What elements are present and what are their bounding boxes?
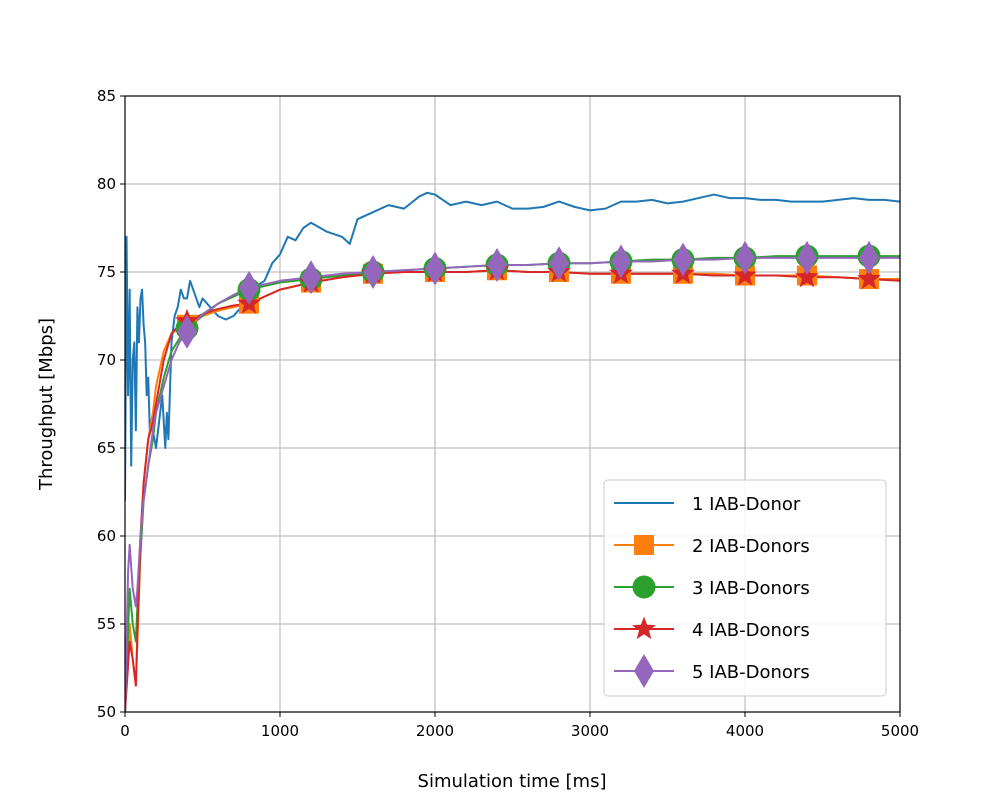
legend-box [603,479,887,697]
y-tick-label: 60 [97,527,116,545]
marker-5-iab-donors [549,246,569,281]
x-tick-label: 5000 [881,722,919,740]
legend-marker [632,575,656,599]
legend: 1 IAB-Donor 2 IAB-Donors 3 IAB-Donors 4 IAB… [603,479,887,697]
legend-marker [632,616,656,640]
legend-entry-3-iab-donors: 3 IAB-Donors [614,575,810,599]
y-axis-label: Throughput [Mbps] [36,318,57,491]
legend-entry-2-iab-donors: 2 IAB-Donors [614,535,810,557]
y-tick-label: 85 [97,87,116,105]
x-tick-label: 4000 [726,722,764,740]
marker-4-iab-donors [795,264,819,288]
marker-5-iab-donors [425,251,445,286]
marker-5-iab-donors [797,240,817,275]
marker-5-iab-donors [177,314,197,349]
marker-5-iab-donors [487,247,507,282]
marker-5-iab-donors [301,260,321,295]
legend-label: 1 IAB-Donor [692,494,801,515]
legend-label: 5 IAB-Donors [692,662,810,683]
marker-5-iab-donors [735,240,755,275]
y-tick-label: 70 [97,351,116,369]
y-tick-label: 75 [97,263,116,281]
x-tick-label: 2000 [416,722,454,740]
legend-label: 4 IAB-Donors [692,620,810,641]
x-tick-label: 1000 [261,722,299,740]
legend-entry-5-iab-donors: 5 IAB-Donors [614,654,810,688]
legend-entry-4-iab-donors: 4 IAB-Donors [614,616,810,641]
x-axis-label: Simulation time [ms] [418,771,607,792]
y-tick-label: 65 [97,439,116,457]
series-line-4-iab-donors [125,269,900,712]
legend-marker [634,535,654,555]
marker-5-iab-donors [363,255,383,289]
legend-marker [634,654,654,688]
series-markers [175,240,881,349]
legend-entry-1-iab-donor: 1 IAB-Donor [614,494,801,515]
marker-5-iab-donors [611,244,631,279]
marker-4-iab-donors [857,266,881,290]
y-tick-label: 55 [97,615,116,633]
axis-ticks: 0 1000 2000 3000 4000 5000 50 55 60 65 70 75 80 85 [97,87,919,740]
y-tick-label: 80 [97,175,116,193]
x-tick-label: 3000 [571,722,609,740]
marker-5-iab-donors [673,242,693,277]
x-tick-label: 0 [120,722,130,740]
axes-frame [124,95,901,713]
marker-5-iab-donors [239,270,259,305]
legend-label: 3 IAB-Donors [692,578,810,599]
y-tick-label: 50 [97,703,116,721]
legend-label: 2 IAB-Donors [692,536,810,557]
marker-5-iab-donors [859,240,879,275]
series-line-1-iab-donor [125,191,900,501]
